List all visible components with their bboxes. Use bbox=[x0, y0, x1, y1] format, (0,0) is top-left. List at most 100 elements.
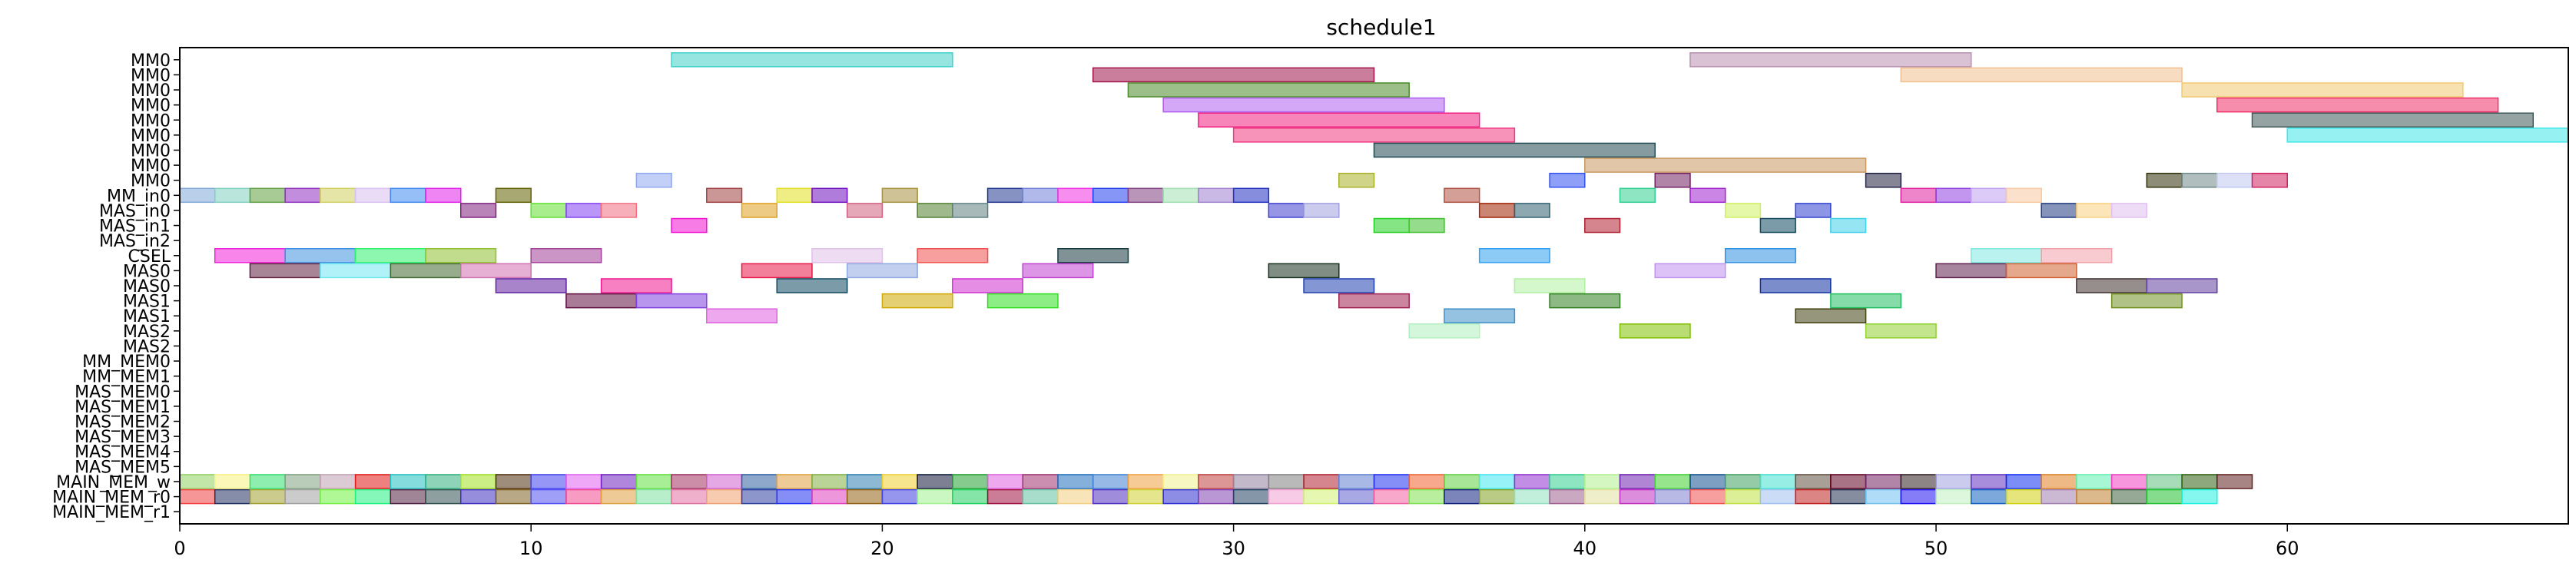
task-bar bbox=[1935, 474, 1972, 489]
y-tick-label: MM0 bbox=[131, 51, 171, 71]
task-bar bbox=[1198, 489, 1235, 505]
task-bar bbox=[1584, 157, 1867, 173]
task-bar bbox=[1057, 474, 1094, 489]
task-bar bbox=[1724, 489, 1762, 505]
y-tick-label: MM0 bbox=[131, 172, 171, 191]
y-tick-label: MAS1 bbox=[123, 307, 171, 326]
task-bar bbox=[706, 308, 777, 323]
task-bar bbox=[1057, 187, 1094, 204]
task-bar bbox=[1900, 67, 2183, 83]
task-bar bbox=[1408, 217, 1445, 234]
task-bar bbox=[917, 489, 953, 505]
task-bar bbox=[1022, 489, 1059, 505]
task-bar bbox=[1549, 489, 1586, 505]
task-bar bbox=[249, 489, 286, 505]
task-bar bbox=[917, 203, 953, 218]
y-tick-label: MAS_MEM5 bbox=[75, 458, 171, 477]
plot-frame bbox=[179, 47, 2569, 525]
task-bar bbox=[2181, 474, 2218, 489]
task-bar bbox=[706, 187, 743, 204]
task-bar bbox=[2005, 263, 2077, 279]
task-bar bbox=[776, 489, 813, 505]
task-bar bbox=[2005, 474, 2042, 489]
task-bar bbox=[1654, 474, 1691, 489]
task-bar bbox=[917, 248, 989, 263]
task-bar bbox=[1198, 112, 1480, 128]
task-bar bbox=[1865, 323, 1937, 339]
task-bar bbox=[390, 489, 426, 505]
task-bar bbox=[635, 474, 672, 489]
task-bar bbox=[1478, 489, 1516, 505]
task-bar bbox=[1408, 474, 1445, 489]
task-bar bbox=[2286, 128, 2569, 143]
task-bar bbox=[1057, 489, 1094, 505]
task-bar bbox=[1935, 187, 1972, 204]
task-bar bbox=[1198, 187, 1235, 204]
task-bar bbox=[2181, 489, 2218, 505]
y-tick-label: MAS_MEM3 bbox=[75, 428, 171, 447]
task-bar bbox=[354, 474, 392, 489]
bars-layer bbox=[179, 52, 2569, 505]
task-bar bbox=[986, 489, 1024, 505]
task-bar bbox=[1830, 474, 1867, 489]
task-bar bbox=[1689, 489, 1726, 505]
task-bar bbox=[1830, 217, 1867, 234]
task-bar bbox=[776, 474, 813, 489]
task-bar bbox=[1408, 489, 1445, 505]
task-bar bbox=[460, 263, 532, 279]
task-bar bbox=[1127, 489, 1164, 505]
task-bar bbox=[1513, 278, 1586, 293]
task-bar bbox=[1478, 474, 1516, 489]
task-bar bbox=[1584, 474, 1621, 489]
task-bar bbox=[986, 187, 1024, 204]
task-bar bbox=[2110, 203, 2148, 218]
task-bar bbox=[1303, 203, 1340, 218]
task-bar bbox=[1022, 263, 1094, 279]
task-bar bbox=[1162, 97, 1445, 113]
y-tick-label: MAS_MEM1 bbox=[75, 398, 171, 417]
task-bar bbox=[1654, 489, 1691, 505]
task-bar bbox=[2146, 172, 2183, 188]
task-bar bbox=[249, 187, 286, 204]
task-bar bbox=[425, 474, 462, 489]
task-bar bbox=[952, 474, 989, 489]
task-bar bbox=[741, 474, 778, 489]
y-tick-label: MAS2 bbox=[123, 323, 171, 342]
y-tick-label: MAS_in0 bbox=[99, 202, 171, 221]
task-bar bbox=[320, 489, 356, 505]
task-bar bbox=[986, 474, 1024, 489]
task-bar bbox=[1584, 489, 1621, 505]
task-bar bbox=[600, 278, 672, 293]
task-bar bbox=[2076, 278, 2148, 293]
task-bar bbox=[811, 474, 848, 489]
task-bar bbox=[425, 248, 497, 263]
task-bar bbox=[741, 263, 813, 279]
task-bar bbox=[1759, 278, 1832, 293]
y-tick-label: MAS_MEM0 bbox=[75, 383, 171, 402]
task-bar bbox=[952, 203, 989, 218]
task-bar bbox=[495, 187, 532, 204]
task-bar bbox=[214, 187, 251, 204]
x-tick-label: 60 bbox=[2276, 538, 2299, 559]
task-bar bbox=[2110, 293, 2183, 309]
task-bar bbox=[811, 187, 848, 204]
x-axis-ticks: 0 10 20 30 40 50 60 bbox=[174, 524, 2299, 559]
task-bar bbox=[881, 489, 918, 505]
task-bar bbox=[1408, 323, 1480, 339]
task-bar bbox=[1303, 278, 1375, 293]
y-tick-label: MAS0 bbox=[123, 262, 171, 281]
task-bar bbox=[1444, 308, 1516, 323]
task-bar bbox=[1338, 293, 1410, 309]
task-bar bbox=[214, 489, 251, 505]
task-bar bbox=[1830, 293, 1902, 309]
task-bar bbox=[1795, 474, 1832, 489]
task-bar bbox=[249, 474, 286, 489]
task-bar bbox=[1689, 52, 1972, 68]
task-bar bbox=[1971, 489, 2007, 505]
task-bar bbox=[1619, 187, 1656, 204]
task-bar bbox=[1865, 474, 1902, 489]
task-bar bbox=[1022, 474, 1059, 489]
task-bar bbox=[530, 248, 602, 263]
task-bar bbox=[1971, 248, 2042, 263]
